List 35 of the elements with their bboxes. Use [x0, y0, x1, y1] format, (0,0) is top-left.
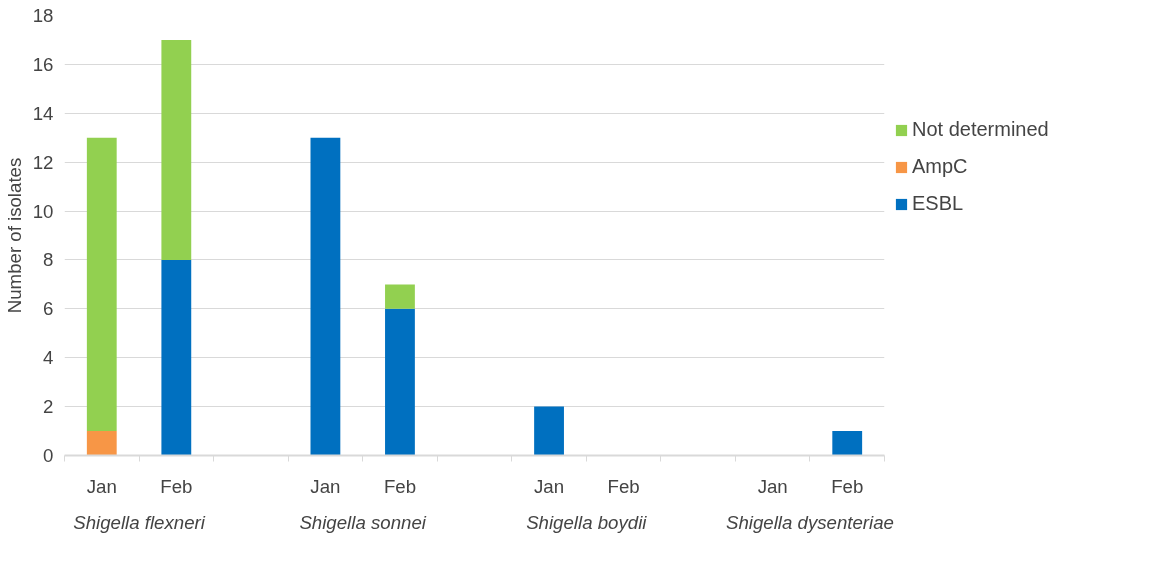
text: Shigella sonnei	[299, 511, 427, 533]
x-tick-label: Feb	[383, 475, 417, 497]
y-axis-title: Number of isolates	[3, 157, 25, 314]
x-tick-label: Jan	[534, 475, 565, 497]
text: Shigella dysenteriae	[725, 511, 894, 533]
bar	[161, 39, 192, 260]
y-tick-label: 10	[32, 200, 54, 222]
bar	[86, 137, 117, 432]
legend-label: Not determined	[912, 118, 1049, 141]
y-tick-label: 4	[43, 347, 54, 369]
text: Shigella boydii	[526, 511, 648, 533]
x-tick-label: Jan	[310, 475, 341, 497]
y-tick-label: 16	[32, 53, 54, 75]
bar	[86, 431, 117, 456]
x-tick-label: Feb	[607, 475, 640, 497]
bar	[832, 431, 863, 456]
bar	[385, 308, 415, 456]
y-tick-label: 8	[43, 249, 54, 271]
text: Shigella flexneri	[73, 511, 206, 533]
y-tick-label: 6	[43, 298, 54, 320]
y-tick-label: 2	[43, 396, 54, 418]
y-tick-label: 18	[32, 5, 54, 26]
x-tick-label: Feb	[831, 475, 864, 497]
x-tick-label: Jan	[86, 475, 117, 497]
bar	[385, 284, 415, 309]
bar	[161, 259, 192, 456]
x-tick-label: Feb	[160, 475, 193, 497]
bar	[310, 137, 341, 456]
legend-label: AmpC	[912, 155, 968, 178]
bar	[534, 406, 564, 456]
y-tick-label: 14	[32, 102, 54, 124]
x-tick-label: Jan	[757, 475, 788, 497]
legend-label: ESBL	[912, 192, 964, 215]
y-tick-label: 0	[43, 445, 54, 466]
y-tick-label: 12	[32, 151, 54, 173]
